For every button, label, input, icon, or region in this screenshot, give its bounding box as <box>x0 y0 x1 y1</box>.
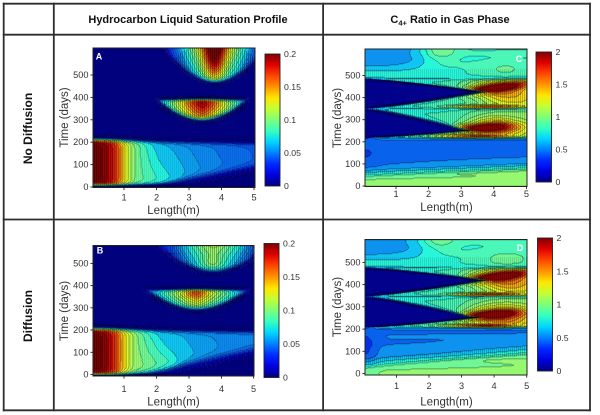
svg-text:500: 500 <box>345 257 360 267</box>
svg-text:D: D <box>517 243 524 253</box>
svg-text:500: 500 <box>73 70 88 80</box>
svg-text:500: 500 <box>345 71 360 81</box>
svg-text:2: 2 <box>154 384 159 394</box>
svg-text:0: 0 <box>355 181 360 191</box>
svg-text:200: 200 <box>345 137 360 147</box>
svg-text:Time (days): Time (days) <box>59 281 71 341</box>
svg-text:Hydrocarbon Liquid Saturation: Hydrocarbon Liquid Saturation Profile <box>88 14 287 26</box>
svg-text:3: 3 <box>186 384 191 394</box>
svg-text:200: 200 <box>73 137 88 147</box>
svg-text:0: 0 <box>83 182 88 192</box>
svg-text:400: 400 <box>73 92 88 102</box>
svg-text:4: 4 <box>492 381 497 391</box>
svg-text:100: 100 <box>73 347 88 357</box>
svg-text:200: 200 <box>345 324 360 334</box>
svg-text:2: 2 <box>426 381 431 391</box>
svg-text:300: 300 <box>345 302 360 312</box>
svg-text:500: 500 <box>73 258 88 268</box>
svg-text:Length(m): Length(m) <box>420 202 473 214</box>
svg-text:0.2: 0.2 <box>284 49 296 59</box>
svg-text:0.05: 0.05 <box>283 339 300 349</box>
svg-text:0.5: 0.5 <box>557 333 569 343</box>
svg-text:0: 0 <box>557 366 562 376</box>
svg-text:2: 2 <box>557 233 562 243</box>
svg-text:0.5: 0.5 <box>556 145 568 155</box>
svg-text:0.1: 0.1 <box>283 306 295 316</box>
svg-text:1.5: 1.5 <box>557 266 569 276</box>
svg-text:0.15: 0.15 <box>283 272 300 282</box>
svg-text:1: 1 <box>557 300 562 310</box>
svg-text:1: 1 <box>394 381 399 391</box>
svg-text:C: C <box>516 54 523 64</box>
svg-text:4: 4 <box>219 193 224 203</box>
svg-text:0: 0 <box>556 177 561 187</box>
svg-text:300: 300 <box>73 115 88 125</box>
svg-text:2: 2 <box>154 193 159 203</box>
svg-text:1: 1 <box>393 189 398 199</box>
svg-text:0.05: 0.05 <box>284 148 301 158</box>
svg-text:200: 200 <box>73 325 88 335</box>
svg-text:Time (days): Time (days) <box>59 87 71 147</box>
svg-text:100: 100 <box>345 159 360 169</box>
svg-text:1: 1 <box>556 112 561 122</box>
svg-text:No Diffusion: No Diffusion <box>21 93 35 164</box>
svg-text:Diffusion: Diffusion <box>21 290 35 342</box>
svg-text:0: 0 <box>83 370 88 380</box>
svg-text:0: 0 <box>355 369 360 379</box>
svg-text:0.2: 0.2 <box>283 239 295 249</box>
svg-text:1.5: 1.5 <box>556 80 568 90</box>
svg-text:4: 4 <box>491 189 496 199</box>
svg-text:300: 300 <box>345 115 360 125</box>
svg-text:400: 400 <box>345 93 360 103</box>
svg-text:Length(m): Length(m) <box>147 205 200 217</box>
svg-text:2: 2 <box>556 47 561 57</box>
svg-text:Time (days): Time (days) <box>332 88 344 148</box>
svg-text:5: 5 <box>251 193 256 203</box>
svg-text:0.15: 0.15 <box>284 82 301 92</box>
svg-text:Length(m): Length(m) <box>420 397 473 409</box>
svg-text:3: 3 <box>186 193 191 203</box>
svg-text:Time (days): Time (days) <box>332 277 344 337</box>
svg-text:B: B <box>97 246 104 256</box>
svg-text:400: 400 <box>345 280 360 290</box>
svg-text:Length(m): Length(m) <box>147 397 200 409</box>
svg-text:5: 5 <box>251 384 256 394</box>
svg-text:3: 3 <box>459 381 464 391</box>
svg-text:0.1: 0.1 <box>284 115 296 125</box>
svg-text:1: 1 <box>121 384 126 394</box>
svg-text:4: 4 <box>219 384 224 394</box>
svg-text:C4+ Ratio in Gas Phase: C4+ Ratio in Gas Phase <box>390 14 509 28</box>
svg-text:5: 5 <box>524 189 529 199</box>
svg-text:2: 2 <box>426 189 431 199</box>
svg-text:5: 5 <box>524 381 529 391</box>
svg-text:100: 100 <box>73 160 88 170</box>
svg-text:100: 100 <box>345 346 360 356</box>
svg-text:3: 3 <box>459 189 464 199</box>
svg-text:A: A <box>96 52 103 62</box>
svg-text:300: 300 <box>73 303 88 313</box>
svg-text:0: 0 <box>284 181 289 191</box>
svg-text:1: 1 <box>121 193 126 203</box>
svg-text:0: 0 <box>283 373 288 383</box>
svg-text:400: 400 <box>73 281 88 291</box>
